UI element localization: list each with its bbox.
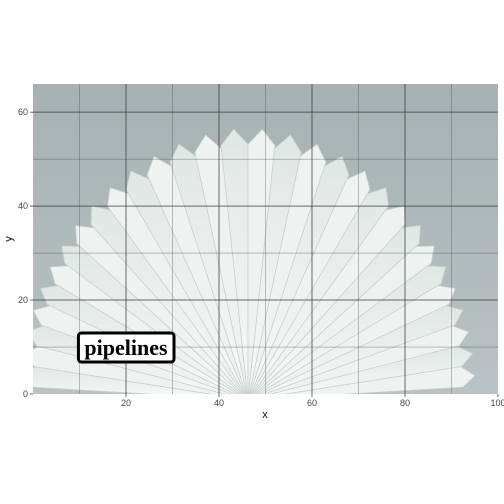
x-tick-label: 100 [490, 398, 504, 408]
x-tick-label: 40 [214, 398, 224, 408]
annotation-box [76, 331, 176, 364]
y-tick-label: 60 [18, 107, 28, 117]
x-axis: 20 40 60 80 100 [121, 394, 504, 408]
y-axis: 0 20 40 60 [18, 107, 33, 399]
annotation-text: pipelines [84, 335, 168, 360]
background-fan-photo [33, 128, 476, 394]
x-tick-label: 20 [121, 398, 131, 408]
annotations: pipelines [76, 331, 176, 364]
x-tick-label: 60 [307, 398, 317, 408]
y-tick-label: 20 [18, 295, 28, 305]
y-tick-label: 40 [18, 201, 28, 211]
y-tick-label: 0 [23, 389, 28, 399]
fan-blade [283, 366, 476, 394]
y-axis-title: y [3, 236, 15, 242]
x-tick-label: 80 [400, 398, 410, 408]
plot-panel [33, 84, 498, 394]
x-axis-title: x [262, 409, 268, 421]
annotation-label: pipelines [76, 331, 176, 364]
